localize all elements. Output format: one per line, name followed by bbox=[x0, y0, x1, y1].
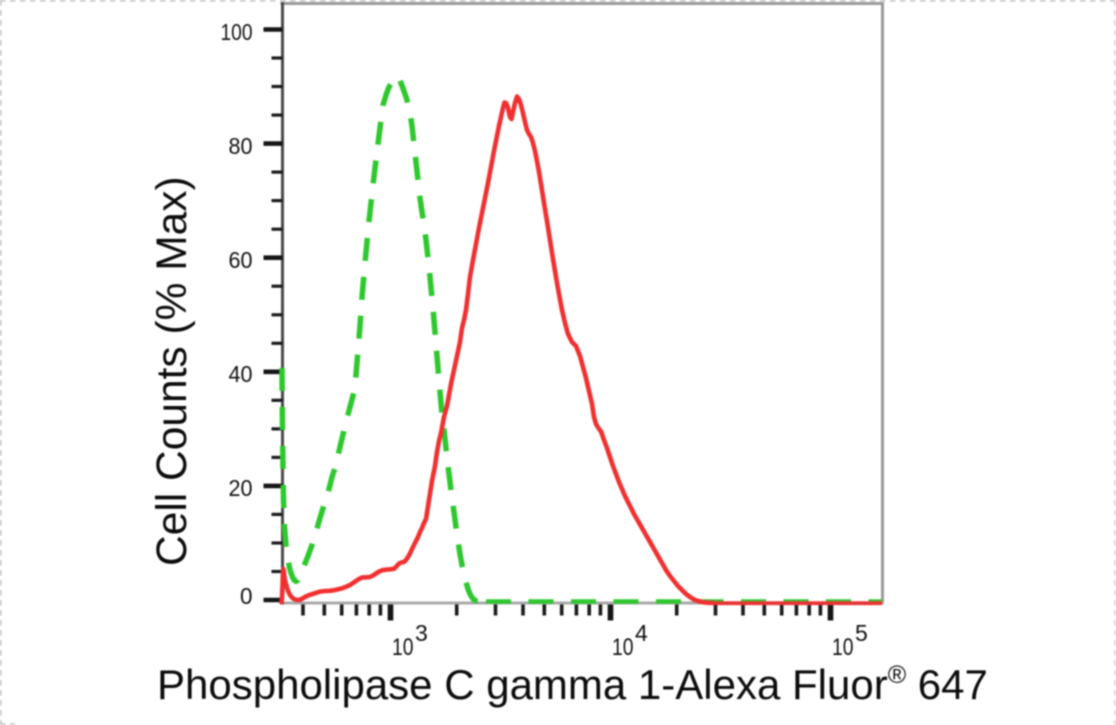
svg-text:10: 10 bbox=[392, 634, 414, 661]
svg-text:80: 80 bbox=[229, 133, 253, 159]
svg-text:0: 0 bbox=[240, 583, 253, 609]
svg-text:4: 4 bbox=[635, 620, 648, 646]
svg-text:10: 10 bbox=[612, 634, 634, 661]
svg-text:20: 20 bbox=[229, 475, 253, 501]
svg-text:10: 10 bbox=[832, 634, 854, 661]
svg-text:5: 5 bbox=[855, 620, 868, 646]
svg-text:40: 40 bbox=[229, 361, 253, 387]
svg-text:3: 3 bbox=[415, 620, 428, 646]
svg-text:100: 100 bbox=[221, 19, 253, 45]
svg-text:60: 60 bbox=[229, 247, 253, 273]
